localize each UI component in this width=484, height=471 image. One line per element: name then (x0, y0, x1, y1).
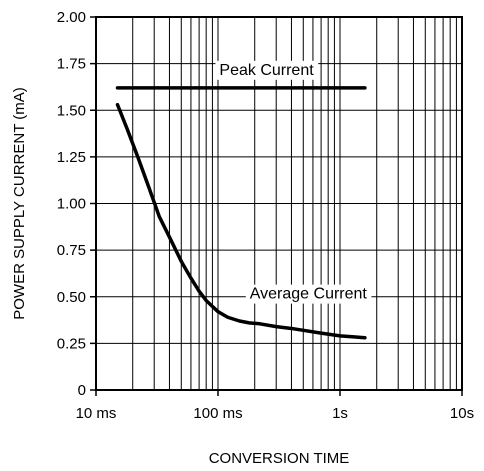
y-tick-label: 1.50 (57, 102, 86, 119)
y-tick-label: 0.75 (57, 242, 86, 259)
x-tick-label: 100 ms (193, 405, 242, 422)
x-tick-label: 10 ms (76, 405, 117, 422)
annotation-background (245, 284, 372, 304)
average-current-label: Average Current (250, 286, 368, 303)
peak-current-label: Peak Current (219, 62, 314, 79)
y-axis-ticks: 0 0.25 0.50 0.75 1.00 1.25 1.50 1.75 2.00 (57, 9, 96, 399)
y-tick-label: 1.00 (57, 196, 86, 213)
y-tick-label: 0.50 (57, 289, 86, 306)
average-current-line (115, 102, 367, 340)
series-layer: Peak Current Average Current (115, 60, 372, 340)
y-tick-label: 0 (78, 382, 86, 399)
x-tick-label: 10s (450, 405, 474, 422)
x-axis-ticks: 10 ms 100 ms 1s 10s (76, 390, 474, 422)
y-tick-label: 2.00 (57, 9, 86, 26)
annotation-background (215, 60, 319, 80)
average-current-annotation: Average Current (245, 284, 372, 304)
y-axis-title: POWER SUPPLY CURRENT (mA) (11, 87, 28, 320)
x-axis-title: CONVERSION TIME (209, 450, 350, 467)
y-tick-label: 1.75 (57, 56, 86, 73)
peak-current-annotation: Peak Current (215, 60, 319, 80)
x-tick-label: 1s (332, 405, 348, 422)
y-tick-label: 0.25 (57, 335, 86, 352)
y-tick-label: 1.25 (57, 149, 86, 166)
